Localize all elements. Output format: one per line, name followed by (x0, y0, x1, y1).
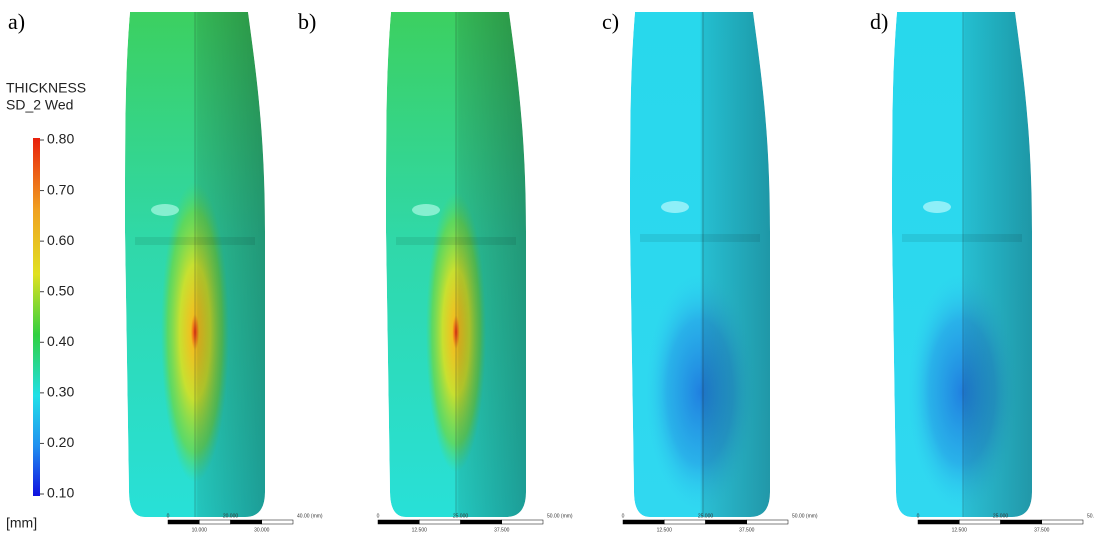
scale-segment (461, 520, 502, 524)
scale-segment (262, 520, 293, 524)
scale-label: 25.000 (993, 513, 1009, 519)
scale-label: 0 (377, 513, 380, 519)
tick-label: 0.30 (47, 384, 74, 400)
scale-label: 12.500 (952, 527, 968, 533)
legend-title: THICKNESS (6, 80, 86, 96)
scale-segment (623, 520, 664, 524)
legend-ticks: 0.80 0.70 0.60 0.50 0.40 0.30 0.20 0.10 (40, 131, 74, 501)
color-bar (33, 138, 40, 496)
scale-label: 0 (167, 513, 170, 519)
bottle-d (892, 12, 1032, 517)
scale-segment (168, 520, 199, 524)
scale-segment (959, 520, 1000, 524)
bottle-a (125, 12, 265, 517)
scale-segment (918, 520, 959, 524)
tick-label: 0.20 (47, 434, 74, 450)
tick-label: 0.60 (47, 232, 74, 248)
panel-label: d) (870, 9, 888, 34)
legend-unit: [mm] (6, 515, 37, 531)
bottle-b (386, 12, 526, 517)
scale-label: 37.500 (739, 527, 755, 533)
bottle-c (630, 12, 770, 517)
scale-label: 50.00 (mm) (1087, 513, 1094, 519)
scale-segment (231, 520, 262, 524)
scale-label: 0 (622, 513, 625, 519)
scale-segment (706, 520, 747, 524)
panel-label: b) (298, 9, 316, 34)
scale-segment (378, 520, 419, 524)
scale-segment (664, 520, 705, 524)
scale-label: 30.000 (254, 527, 270, 533)
scale-label: 50.00 (mm) (792, 513, 818, 519)
scale-label: 37.500 (494, 527, 510, 533)
tick-label: 0.50 (47, 282, 74, 298)
tick-label: 0.70 (47, 181, 74, 197)
scale-segment (1001, 520, 1042, 524)
panel-label: c) (602, 9, 619, 34)
scale-segment (1042, 520, 1083, 524)
tick-label: 0.40 (47, 333, 74, 349)
tick-label: 0.10 (47, 485, 74, 501)
scale-label: 37.500 (1034, 527, 1050, 533)
tick-label: 0.80 (47, 131, 74, 147)
scale-segment (502, 520, 543, 524)
scale-segment (747, 520, 788, 524)
panel-label: a) (8, 9, 25, 34)
scale-label: 50.00 (mm) (547, 513, 573, 519)
scale-label: 10.000 (192, 527, 208, 533)
scale-label: 12.500 (412, 527, 428, 533)
legend-subtitle: SD_2 Wed (6, 97, 73, 113)
scale-segment (199, 520, 230, 524)
scale-segment (419, 520, 460, 524)
figure: a) b) c) d) THICKNESS SD_2 Wed 0.800.700… (0, 0, 1094, 539)
scale-label: 25.000 (698, 513, 714, 519)
scale-label: 20.000 (223, 513, 239, 519)
scale-label: 0 (917, 513, 920, 519)
scale-label: 12.500 (657, 527, 673, 533)
scale-label: 40.00 (mm) (297, 513, 323, 519)
scale-label: 25.000 (453, 513, 469, 519)
